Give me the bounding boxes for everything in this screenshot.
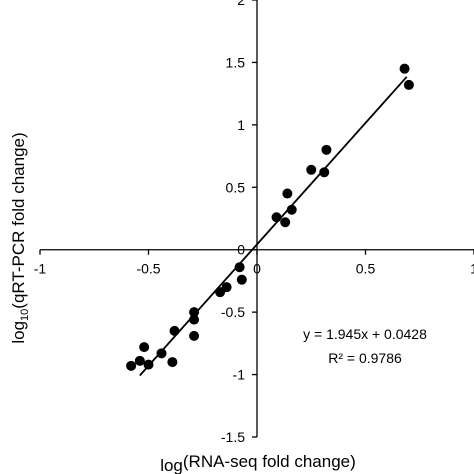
data-point [286,204,297,215]
data-point [169,325,180,336]
x-tick-label: -1 [34,261,47,277]
data-point [126,360,137,371]
data-point [143,359,154,370]
y-tick-label: 0 [237,242,245,258]
data-points [126,63,414,371]
data-point [399,63,410,74]
data-point [189,314,200,325]
data-point [321,144,332,155]
data-point [139,342,150,353]
x-tick-label: 1 [470,261,474,277]
data-point [134,355,145,366]
x-axis-label-prefix: log [160,456,183,474]
data-point [319,167,330,178]
trendline [139,76,408,377]
x-axis-label: log(RNA-seq fold change) [160,452,356,474]
data-point [306,164,317,175]
y-tick-label: 2 [237,0,245,8]
x-tick-label: 0.5 [356,261,376,277]
x-tick-label: -0.5 [136,261,160,277]
y-tick-label: 1 [237,117,245,133]
data-point [234,262,245,273]
y-axis-label: log10(qRT-PCR fold change) [9,132,31,343]
data-point [236,274,247,285]
y-ticks: -1.5 -1 -0.5 0 0.5 1 1.5 2 [221,0,257,445]
data-point [280,217,291,228]
x-ticks: -1 -0.5 0 0.5 1 [34,249,474,277]
data-point [167,357,178,368]
axes [40,0,474,437]
y-tick-label: -1 [233,367,246,383]
data-point [403,79,414,90]
y-axis-label-prefix: log [9,321,28,344]
svg-text:log(RNA-seq fold change): log(RNA-seq fold change) [160,452,356,474]
y-tick-label: 0.5 [226,179,246,195]
x-tick-label: 0 [253,261,261,277]
data-point [215,287,226,298]
y-tick-label: 1.5 [226,54,246,70]
data-point [156,348,167,359]
data-point [271,212,282,223]
data-point [189,307,200,318]
y-tick-label: -0.5 [221,304,245,320]
svg-text:log10(qRT-PCR fold change): log10(qRT-PCR fold change) [9,132,31,343]
r-squared-annotation: R² = 0.9786 [328,350,402,366]
y-axis-label-subscript: 10 [19,309,31,321]
y-tick-label: -1.5 [221,429,245,445]
equation-annotation: y = 1.945x + 0.0428 [303,326,427,342]
y-axis-label-text: (qRT-PCR fold change) [9,132,28,308]
data-point [189,330,200,341]
data-point [282,188,293,199]
x-axis-label-text: (RNA-seq fold change) [183,452,356,471]
